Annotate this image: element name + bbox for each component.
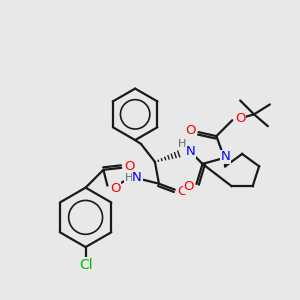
Text: O: O bbox=[177, 185, 188, 198]
Text: O: O bbox=[185, 124, 196, 137]
Text: O: O bbox=[183, 180, 194, 193]
Text: N: N bbox=[186, 146, 196, 158]
Text: Cl: Cl bbox=[79, 258, 92, 272]
Text: N: N bbox=[220, 150, 230, 164]
Text: O: O bbox=[110, 182, 121, 195]
Text: N: N bbox=[132, 171, 142, 184]
Text: H: H bbox=[178, 139, 186, 149]
Text: H: H bbox=[125, 173, 134, 183]
Text: O: O bbox=[235, 112, 245, 125]
Text: O: O bbox=[124, 160, 134, 173]
